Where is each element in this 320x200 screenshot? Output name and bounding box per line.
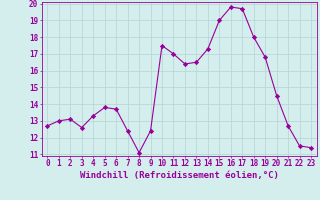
X-axis label: Windchill (Refroidissement éolien,°C): Windchill (Refroidissement éolien,°C) [80,171,279,180]
